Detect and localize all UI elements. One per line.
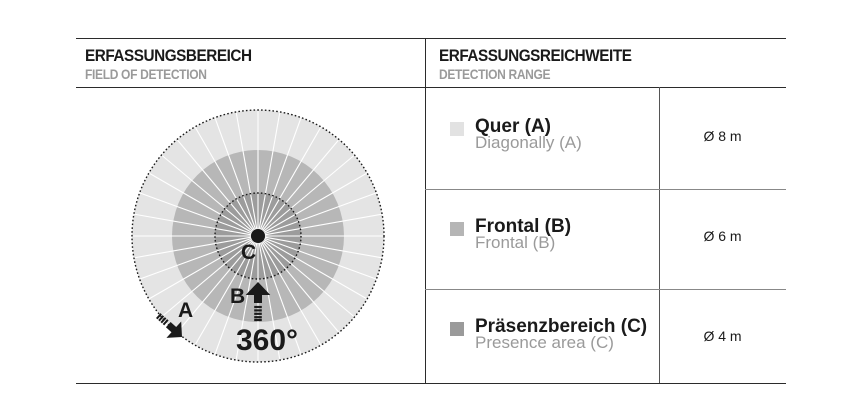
- svg-text:C: C: [241, 241, 256, 264]
- svg-text:A: A: [178, 299, 193, 322]
- svg-text:360°: 360°: [236, 324, 298, 357]
- svg-text:B: B: [230, 285, 245, 308]
